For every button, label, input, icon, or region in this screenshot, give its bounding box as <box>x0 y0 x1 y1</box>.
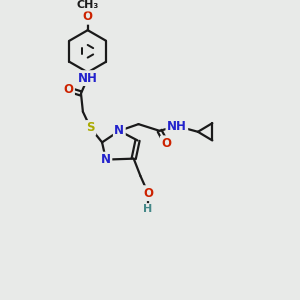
Text: N: N <box>114 124 124 137</box>
Text: O: O <box>64 83 74 96</box>
Text: H: H <box>143 205 153 214</box>
Text: N: N <box>101 153 111 166</box>
Text: O: O <box>83 10 93 23</box>
Text: O: O <box>143 187 153 200</box>
Text: S: S <box>86 122 95 134</box>
Text: O: O <box>161 137 171 150</box>
Text: NH: NH <box>78 72 98 85</box>
Text: NH: NH <box>167 119 187 133</box>
Text: CH₃: CH₃ <box>76 0 99 10</box>
